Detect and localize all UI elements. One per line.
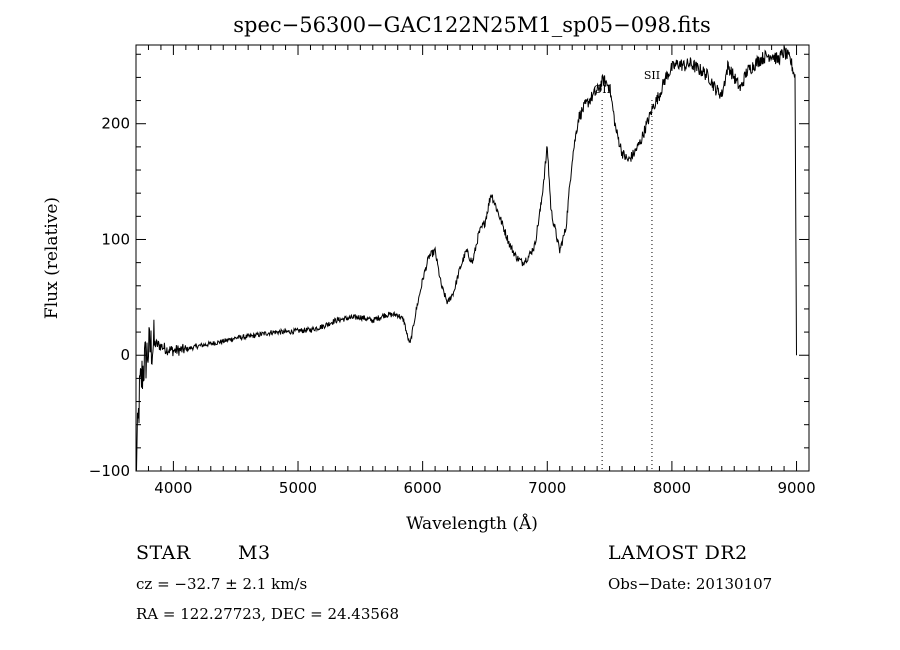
y-axis-label: Flux (relative): [42, 197, 62, 319]
redshift-readout: cz = −32.7 ± 2.1 km/s: [136, 575, 308, 593]
x-tick-label: 8000: [653, 479, 691, 497]
survey-name: LAMOST DR2: [608, 542, 748, 564]
x-tick-label: 4000: [154, 479, 192, 497]
x-axis-label: Wavelength (Å): [406, 513, 538, 534]
y-tick-label: 100: [101, 230, 130, 248]
x-tick-label: 5000: [279, 479, 317, 497]
spectral-line-label: SII: [644, 69, 660, 82]
y-tick-label: 200: [101, 115, 130, 133]
observation-date: Obs−Date: 20130107: [608, 575, 773, 593]
spectrum-line: [135, 45, 797, 471]
x-tick-label: 9000: [777, 479, 815, 497]
x-tick-label: 7000: [528, 479, 566, 497]
coordinates-readout: RA = 122.27723, DEC = 24.43568: [136, 605, 400, 623]
object-subclass: M3: [238, 542, 271, 564]
object-class: STAR: [136, 542, 191, 564]
y-tick-label: 0: [120, 346, 130, 364]
x-tick-label: 6000: [404, 479, 442, 497]
y-tick-label: −100: [89, 462, 130, 480]
chart-title: spec−56300−GAC122N25M1_sp05−098.fits: [233, 13, 710, 37]
plot-frame: [135, 44, 810, 472]
